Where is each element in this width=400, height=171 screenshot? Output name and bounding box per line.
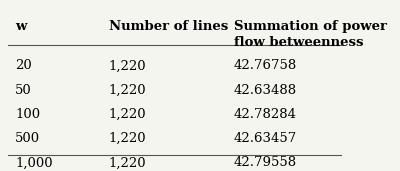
Text: 42.76758: 42.76758 [234, 59, 297, 72]
Text: 100: 100 [15, 108, 40, 121]
Text: 50: 50 [15, 84, 32, 97]
Text: w: w [15, 20, 27, 33]
Text: 42.79558: 42.79558 [234, 156, 297, 169]
Text: 1,000: 1,000 [15, 156, 53, 169]
Text: 42.63457: 42.63457 [234, 132, 297, 145]
Text: 20: 20 [15, 59, 32, 72]
Text: 1,220: 1,220 [109, 156, 146, 169]
Text: Summation of power
flow betweenness: Summation of power flow betweenness [234, 20, 386, 49]
Text: 1,220: 1,220 [109, 132, 146, 145]
Text: 1,220: 1,220 [109, 59, 146, 72]
Text: 42.78284: 42.78284 [234, 108, 296, 121]
Text: 500: 500 [15, 132, 40, 145]
Text: Number of lines: Number of lines [109, 20, 228, 33]
Text: 42.63488: 42.63488 [234, 84, 297, 97]
Text: 1,220: 1,220 [109, 84, 146, 97]
Text: 1,220: 1,220 [109, 108, 146, 121]
